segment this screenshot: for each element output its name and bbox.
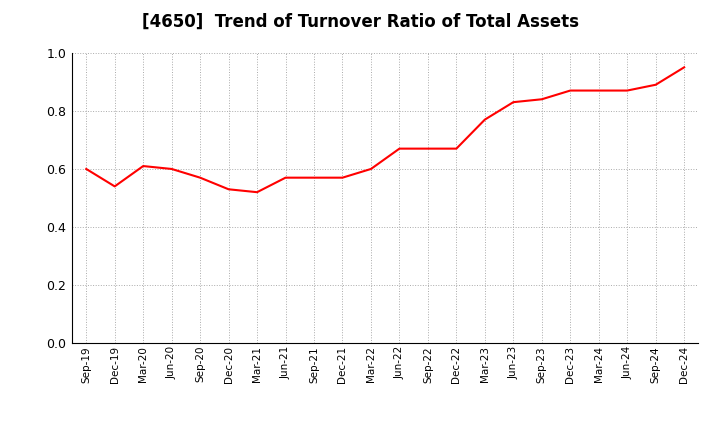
Text: [4650]  Trend of Turnover Ratio of Total Assets: [4650] Trend of Turnover Ratio of Total …	[142, 13, 578, 31]
